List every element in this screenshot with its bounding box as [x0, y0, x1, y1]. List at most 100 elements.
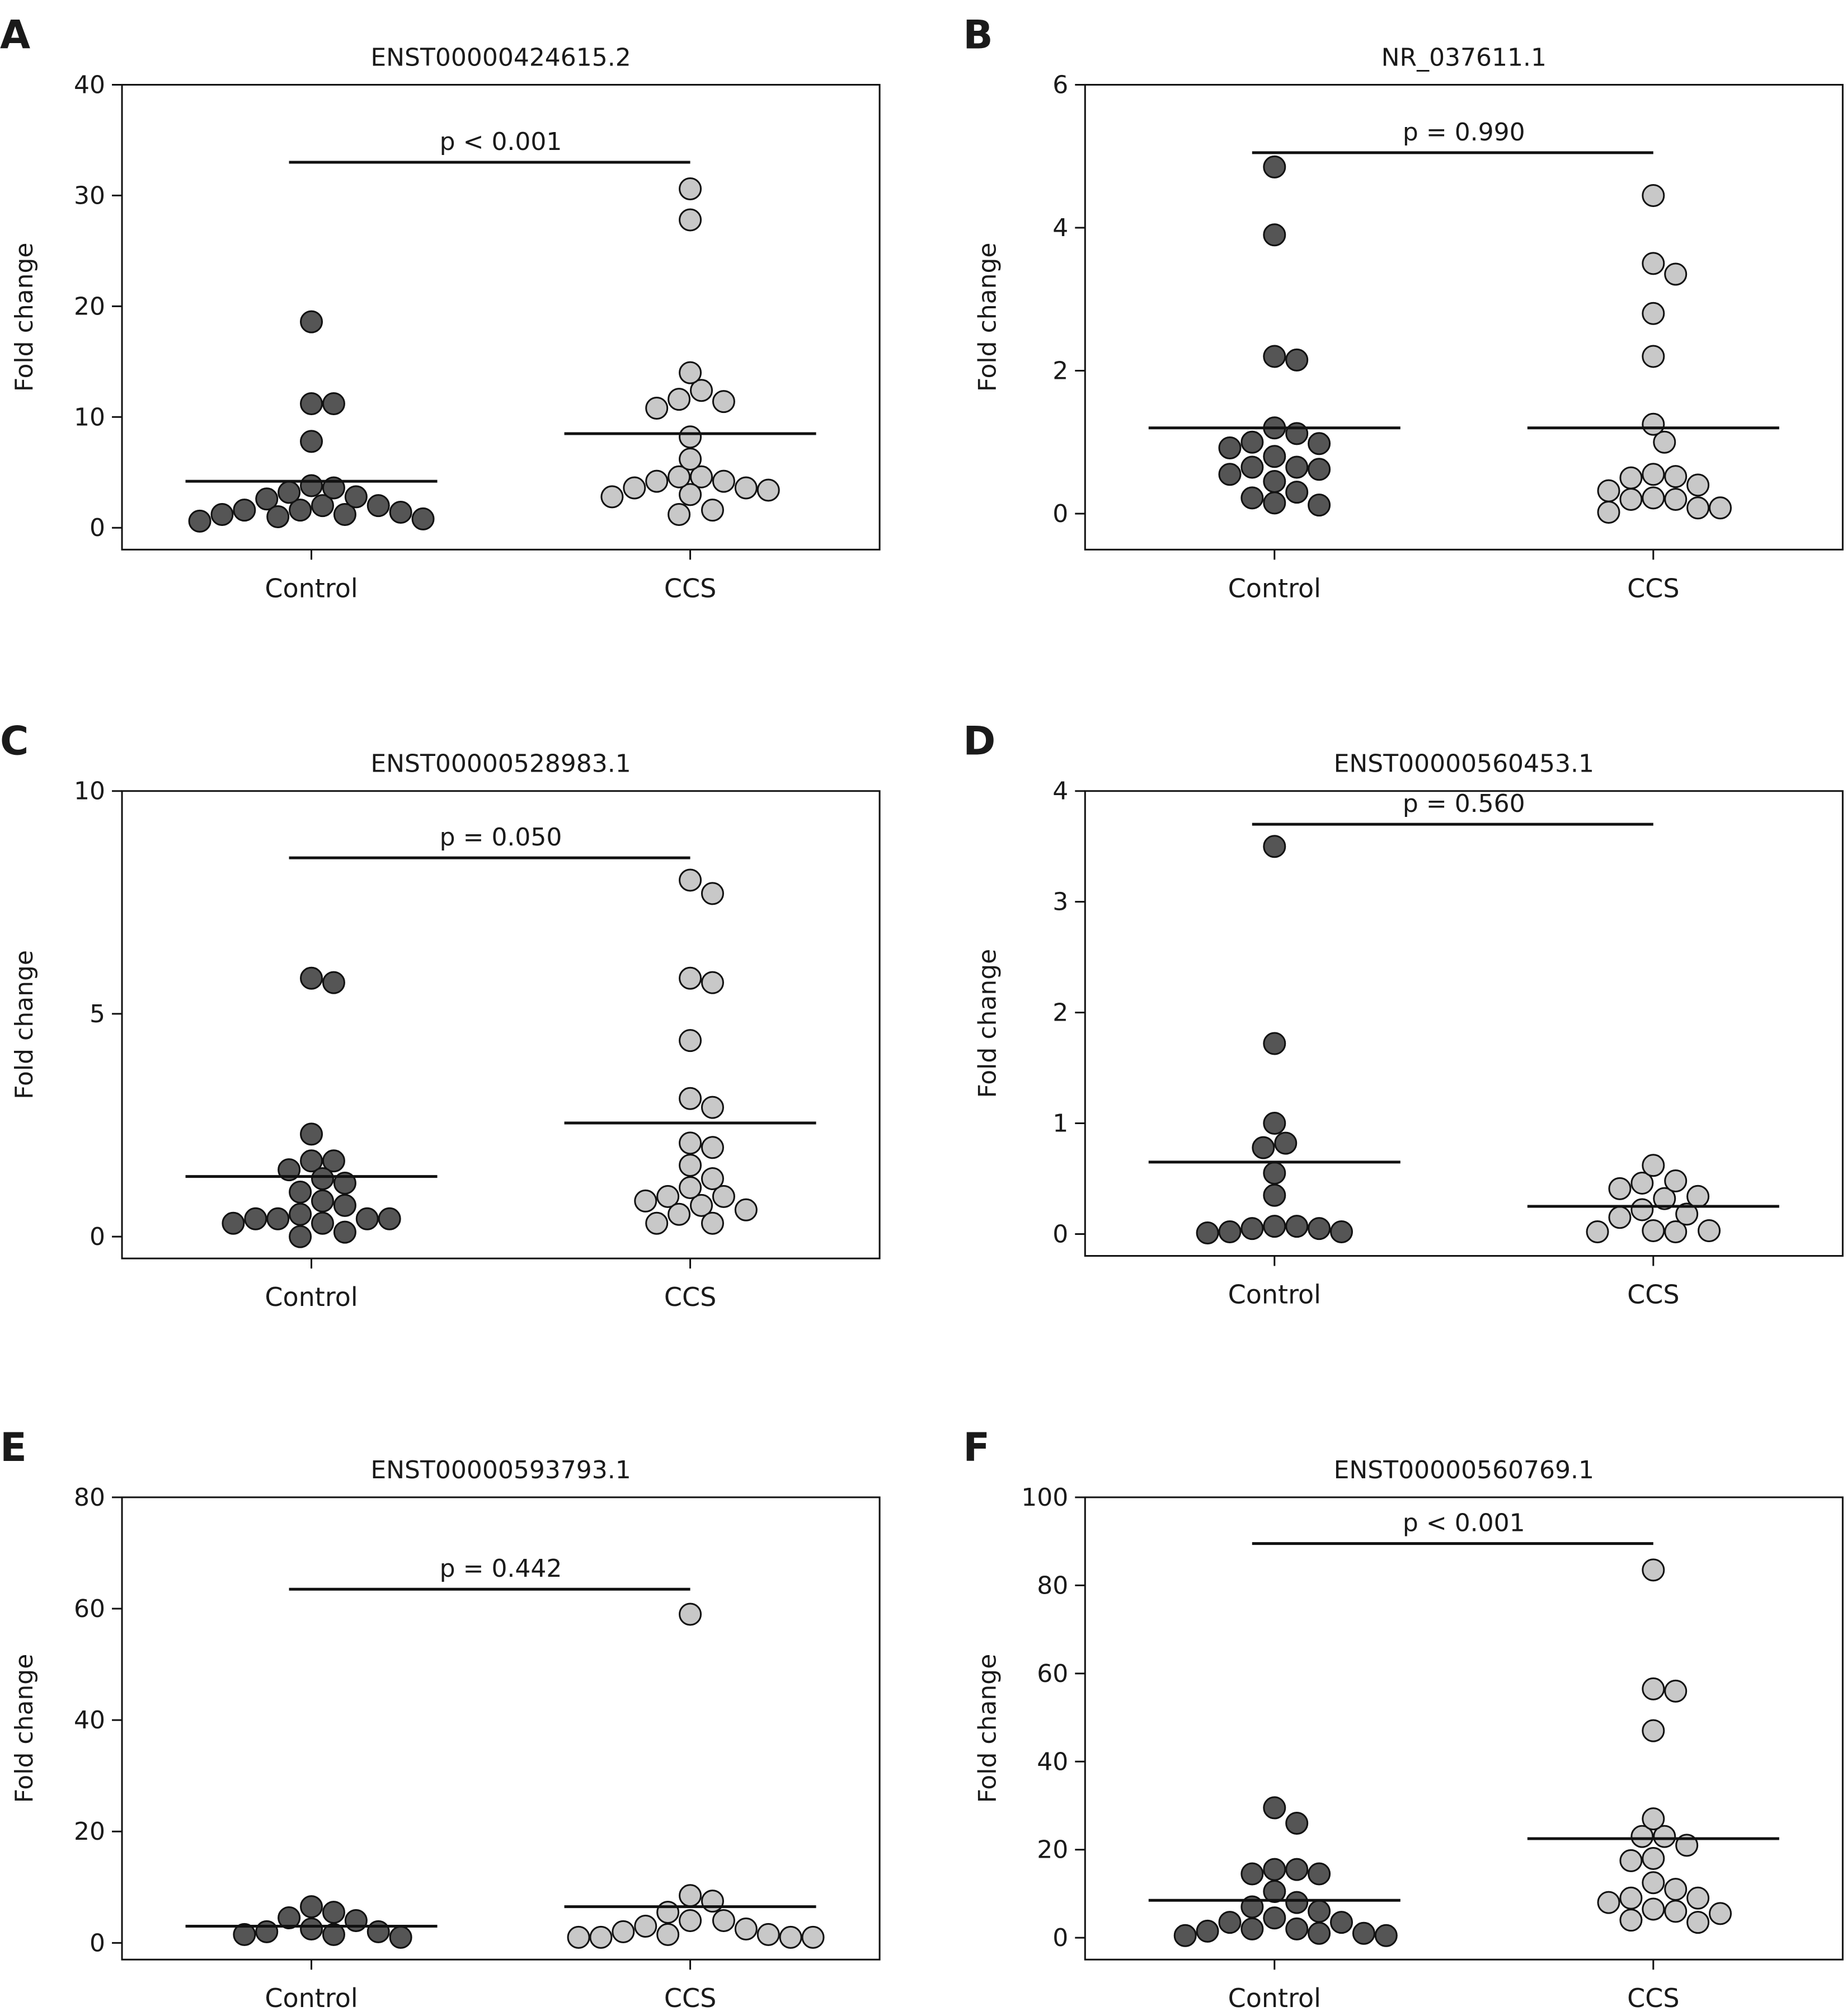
- data-point: [1642, 486, 1665, 510]
- y-tick-label: 80: [1037, 1571, 1068, 1600]
- y-tick-label: 60: [74, 1595, 105, 1623]
- series-ccs: [1527, 1558, 1779, 1934]
- series-ccs: [1527, 184, 1779, 524]
- x-tick-label: Control: [1228, 573, 1321, 603]
- data-point: [1619, 466, 1643, 490]
- y-tick-label: 20: [74, 1817, 105, 1846]
- data-point: [311, 1189, 334, 1213]
- data-point: [1240, 455, 1264, 479]
- data-point: [1218, 463, 1242, 486]
- data-point: [1263, 1858, 1286, 1881]
- data-point: [712, 390, 735, 413]
- data-point: [411, 507, 435, 530]
- x-tick-label: CCS: [1627, 1280, 1679, 1310]
- data-point: [289, 499, 312, 522]
- y-tick-label: 80: [74, 1483, 105, 1512]
- data-point: [1642, 1719, 1665, 1742]
- panel-c: C ENST00000528983.1 0 5 10 Fold change Control…: [0, 718, 881, 1312]
- data-point: [1642, 1558, 1665, 1582]
- y-axis-label: Fold change: [10, 1654, 39, 1803]
- panel-b: B NR_037611.1 0 2 4 6 Fold change Control CCS p =…: [963, 12, 1844, 603]
- data-point: [1263, 1183, 1286, 1207]
- data-point: [300, 1122, 323, 1146]
- y-tick-label: 40: [1037, 1747, 1068, 1776]
- data-point: [701, 1096, 724, 1119]
- data-point: [1173, 1924, 1197, 1947]
- y-axis-label: Fold change: [10, 242, 39, 392]
- data-point: [322, 392, 345, 416]
- data-point: [679, 448, 702, 471]
- data-point: [589, 1925, 613, 1949]
- panel-a: A ENST00000424615.2 0 10 20 30 40 Fold change Co…: [0, 12, 881, 603]
- p-value-label: p = 0.442: [440, 1554, 562, 1583]
- data-point: [1308, 432, 1331, 455]
- data-point: [1240, 1862, 1264, 1886]
- y-tick-label: 20: [74, 292, 105, 321]
- data-point: [222, 1211, 245, 1235]
- y-tick-label: 5: [90, 1000, 105, 1028]
- data-point: [668, 465, 691, 488]
- data-point: [679, 1087, 702, 1110]
- data-point: [1653, 1825, 1676, 1848]
- data-point: [255, 487, 279, 511]
- data-point: [1597, 479, 1620, 502]
- chart-title: ENST00000528983.1: [370, 750, 631, 778]
- data-point: [701, 499, 724, 522]
- panel-letter: A: [0, 12, 30, 58]
- data-point: [344, 485, 368, 509]
- data-point: [623, 476, 646, 500]
- data-point: [300, 1149, 323, 1173]
- x-tick-label: Control: [265, 573, 358, 603]
- data-point: [679, 177, 702, 201]
- data-point: [1218, 1220, 1242, 1244]
- data-point: [1664, 1679, 1688, 1703]
- data-point: [701, 1890, 724, 1913]
- data-point: [1285, 422, 1309, 445]
- y-tick-label: 4: [1052, 214, 1068, 242]
- chart-title: ENST00000424615.2: [370, 43, 631, 72]
- series-ccs: [1527, 1154, 1779, 1244]
- data-point: [668, 502, 691, 526]
- x-tick-label: CCS: [1627, 1983, 1679, 2013]
- plot-frame: [121, 790, 881, 1260]
- panel-letter: F: [963, 1425, 990, 1470]
- data-point: [1374, 1924, 1398, 1947]
- data-point: [266, 1207, 290, 1230]
- x-tick-label: Control: [1228, 1280, 1321, 1310]
- data-point: [210, 502, 234, 526]
- data-point: [679, 1131, 702, 1155]
- y-tick-label: 30: [74, 181, 105, 210]
- data-point: [1240, 430, 1264, 454]
- data-point: [701, 971, 724, 994]
- p-value-label: p = 0.560: [1403, 790, 1525, 818]
- data-point: [1263, 470, 1286, 494]
- data-point: [1642, 463, 1665, 486]
- data-point: [1619, 487, 1643, 511]
- data-point: [355, 1207, 379, 1230]
- data-point: [1642, 1154, 1665, 1177]
- data-point: [690, 1193, 713, 1217]
- data-point: [1686, 1911, 1710, 1934]
- data-point: [1252, 1136, 1275, 1159]
- data-point: [612, 1920, 635, 1943]
- data-point: [1653, 430, 1676, 454]
- data-point: [645, 469, 669, 493]
- data-point: [701, 1167, 724, 1191]
- data-point: [1285, 455, 1309, 479]
- p-value-label: p = 0.050: [440, 823, 562, 852]
- data-point: [333, 502, 356, 526]
- data-point: [300, 310, 323, 333]
- data-point: [1263, 835, 1286, 858]
- y-axis-label: Fold change: [973, 949, 1002, 1098]
- data-point: [701, 882, 724, 905]
- data-point: [679, 483, 702, 506]
- data-point: [1597, 500, 1620, 524]
- data-point: [278, 481, 301, 504]
- data-point: [668, 1202, 691, 1226]
- data-point: [333, 1193, 356, 1217]
- data-point: [1285, 1858, 1309, 1881]
- data-point: [1240, 486, 1264, 510]
- data-point: [1686, 1886, 1710, 1910]
- y-axis-label: Fold change: [973, 1654, 1002, 1803]
